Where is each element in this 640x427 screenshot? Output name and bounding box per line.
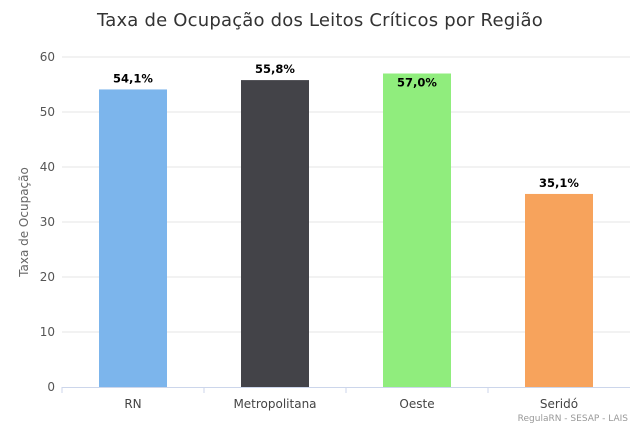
bars — [99, 73, 593, 387]
bar-serido — [525, 193, 593, 387]
chart-title: Taxa de Ocupação dos Leitos Críticos por… — [96, 10, 543, 31]
y-axis-label: Taxa de Ocupação — [17, 167, 31, 278]
y-tick-label: 50 — [40, 105, 55, 119]
data-label: 55,8% — [255, 62, 295, 76]
y-axis-ticks: 0 10 20 30 40 50 60 — [40, 50, 55, 394]
x-tick-label: Oeste — [399, 397, 434, 411]
x-tick-label: RN — [124, 397, 141, 411]
data-label: 57,0% — [397, 76, 437, 90]
x-axis-ticks: RN Metropolitana Oeste Seridó — [61, 387, 578, 411]
x-tick-label: Metropolitana — [233, 397, 316, 411]
y-tick-label: 10 — [40, 325, 55, 339]
data-labels: 54,1% 55,8% 57,0% 35,1% — [113, 62, 579, 190]
y-tick-label: 20 — [40, 270, 55, 284]
y-tick-label: 40 — [40, 160, 55, 174]
y-tick-label: 60 — [40, 50, 55, 64]
x-tick-label: Seridó — [540, 397, 578, 411]
y-tick-label: 0 — [47, 380, 55, 394]
data-label: 35,1% — [539, 176, 579, 190]
bar-metropolitana — [241, 80, 309, 387]
credit-text: RegulaRN - SESAP - LAIS — [518, 414, 629, 424]
bar-rn — [99, 89, 167, 387]
data-label: 54,1% — [113, 71, 153, 85]
y-tick-label: 30 — [40, 215, 55, 229]
bar-oeste — [383, 73, 451, 387]
